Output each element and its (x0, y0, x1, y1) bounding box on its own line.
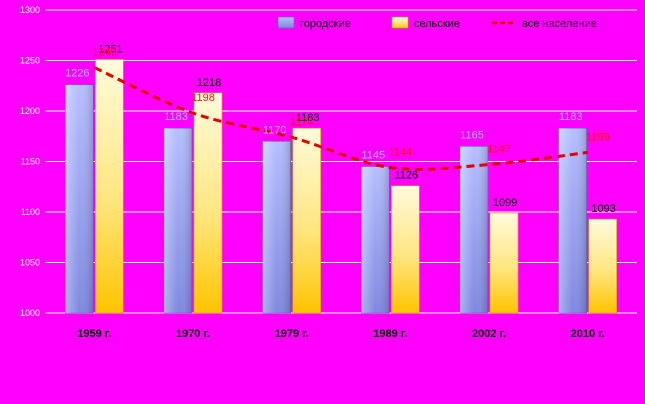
bar-urban-shade (558, 128, 587, 313)
bar-urban-shade (460, 146, 488, 313)
legend: городские сельские все население (277, 16, 597, 30)
x-tick-label: 1989 г. (373, 328, 407, 340)
bar-rural (489, 212, 519, 314)
bar-urban-shade (361, 166, 390, 313)
label-rural: 1126 (395, 170, 419, 182)
label-total: 1198 (191, 92, 215, 104)
legend-label: все население (522, 18, 597, 30)
bar-urban-shade (65, 84, 94, 314)
y-tick-label: 1250 (20, 56, 40, 66)
label-total: 1147 (487, 144, 511, 156)
y-tick-label: 1050 (20, 258, 40, 268)
bar-rural (292, 127, 321, 314)
label-rural: 1251 (98, 43, 122, 55)
gridlines (45, 9, 637, 314)
x-tick-label: 1959 г. (77, 328, 111, 340)
bar-rural (193, 92, 223, 314)
bar-urban-shade (164, 128, 192, 313)
bar-urban-shade (262, 141, 291, 313)
label-urban: 1170 (263, 124, 287, 136)
y-tick-label: 1000 (20, 308, 40, 318)
data-labels: 1226125112431183121811981170118311741145… (65, 43, 616, 215)
label-urban: 1226 (65, 68, 89, 80)
legend-swatch (277, 16, 295, 29)
bar-rural (391, 185, 420, 314)
y-tick-label: 1200 (20, 106, 40, 116)
y-tick-label: 1100 (21, 207, 40, 217)
label-rural: 1099 (493, 197, 517, 209)
bar-rural (588, 218, 617, 314)
bars (65, 59, 617, 314)
label-total: 1144 (389, 147, 413, 159)
x-tick-label: 2010 г. (571, 328, 605, 340)
label-total: 1159 (586, 131, 610, 143)
label-urban: 1183 (164, 111, 188, 123)
x-tick-label: 1970 г. (176, 328, 210, 340)
y-tick-label: 1150 (21, 157, 40, 167)
legend-label: сельские (414, 18, 460, 30)
label-urban: 1145 (362, 150, 386, 162)
x-tick-label: 1979 г. (275, 328, 309, 340)
total-line (93, 66, 588, 171)
label-urban: 1165 (460, 129, 484, 141)
label-urban: 1183 (559, 111, 583, 123)
legend-label: городские (300, 18, 351, 30)
label-rural: 1093 (591, 203, 615, 215)
line-total (93, 66, 588, 171)
label-rural: 1218 (197, 77, 221, 89)
label-total: 1174 (290, 116, 314, 128)
y-tick-label: 1300 (20, 5, 40, 15)
axes: 1000 1050 1100 1150 1200 1250 1300 1959 г. 1970 … (20, 5, 605, 340)
legend-swatch (391, 16, 409, 29)
x-tick-label: 2002 г. (472, 328, 506, 340)
bar-rural (95, 59, 124, 314)
label-total: 1243 (92, 47, 116, 59)
label-rural: 1183 (296, 112, 320, 124)
